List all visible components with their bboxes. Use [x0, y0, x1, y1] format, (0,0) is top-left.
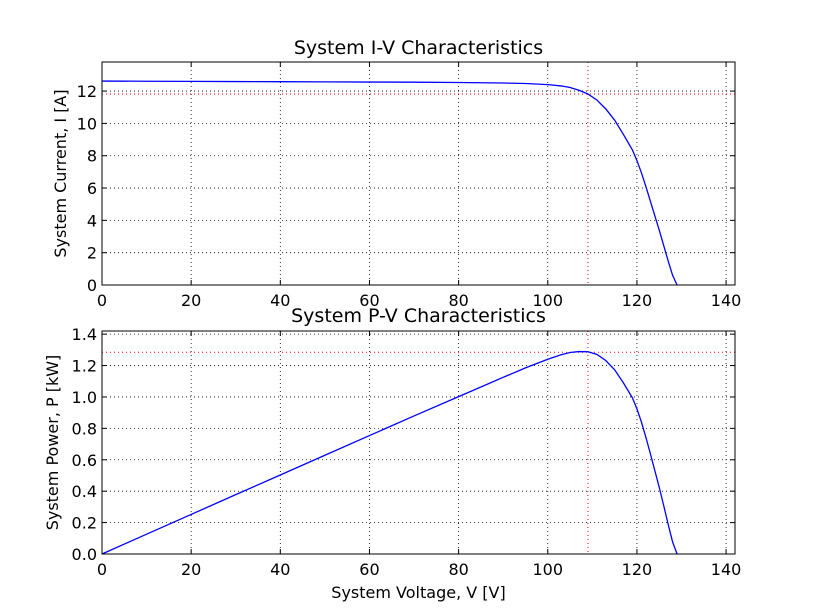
iv-x-tick-label: 140 [711, 291, 742, 310]
iv-y-tick-label: 10 [77, 114, 97, 133]
iv-x-tick-label: 100 [533, 291, 564, 310]
iv-x-tick-label: 20 [181, 291, 201, 310]
pv-y-tick-label: 0.0 [72, 545, 97, 564]
pv-y-tick-label: 1.0 [72, 388, 97, 407]
iv-x-tick-label: 40 [270, 291, 290, 310]
iv-y-tick-label: 6 [87, 179, 97, 198]
pv-characteristics-plot: 0 20 40 60 80 100 120 140 0.0 0.2 0.4 0.6 0.8 1.0 1.2 1… [43, 305, 741, 602]
pv-chart-title: System P-V Characteristics [291, 305, 546, 327]
iv-y-tick-label: 2 [87, 244, 97, 263]
pv-y-axis-label: System Power, P [kW] [43, 355, 62, 531]
pv-x-tick-label: 140 [711, 560, 742, 579]
pv-y-tick-label: 0.6 [72, 451, 97, 470]
pv-y-tick-label: 1.4 [72, 325, 97, 344]
iv-characteristics-plot: 0 20 40 60 80 100 120 140 0 2 4 6 8 10 12 System I-V Ch… [51, 37, 741, 310]
pv-x-tick-label: 20 [181, 560, 201, 579]
pv-x-tick-label: 0 [97, 560, 107, 579]
pv-x-axis-label: System Voltage, V [V] [331, 583, 505, 602]
iv-y-axis-label: System Current, I [A] [51, 89, 70, 257]
pv-y-tick-label: 0.2 [72, 514, 97, 533]
iv-curve [101, 80, 678, 286]
iv-y-tick-label: 4 [87, 211, 97, 230]
iv-chart-title: System I-V Characteristics [294, 37, 543, 59]
iv-y-tick-label: 0 [87, 276, 97, 295]
pv-x-tick-label: 120 [622, 560, 653, 579]
pv-x-tick-label: 60 [359, 560, 379, 579]
pv-x-tick-label: 80 [448, 560, 468, 579]
pv-x-tick-label: 100 [533, 560, 564, 579]
iv-x-tick-label: 60 [359, 291, 379, 310]
iv-y-tick-label: 12 [77, 82, 97, 101]
iv-x-tick-label: 0 [97, 291, 107, 310]
pv-y-tick-label: 1.2 [72, 357, 97, 376]
pv-y-tick-label: 0.8 [72, 419, 97, 438]
iv-x-tick-label: 80 [448, 291, 468, 310]
pv-y-tick-label: 0.4 [72, 482, 97, 501]
iv-y-tick-label: 8 [87, 147, 97, 166]
iv-axes-frame [101, 61, 736, 286]
pv-axes-frame [101, 330, 736, 555]
iv-x-tick-label: 120 [622, 291, 653, 310]
pv-curve [101, 350, 678, 555]
pv-x-tick-label: 40 [270, 560, 290, 579]
